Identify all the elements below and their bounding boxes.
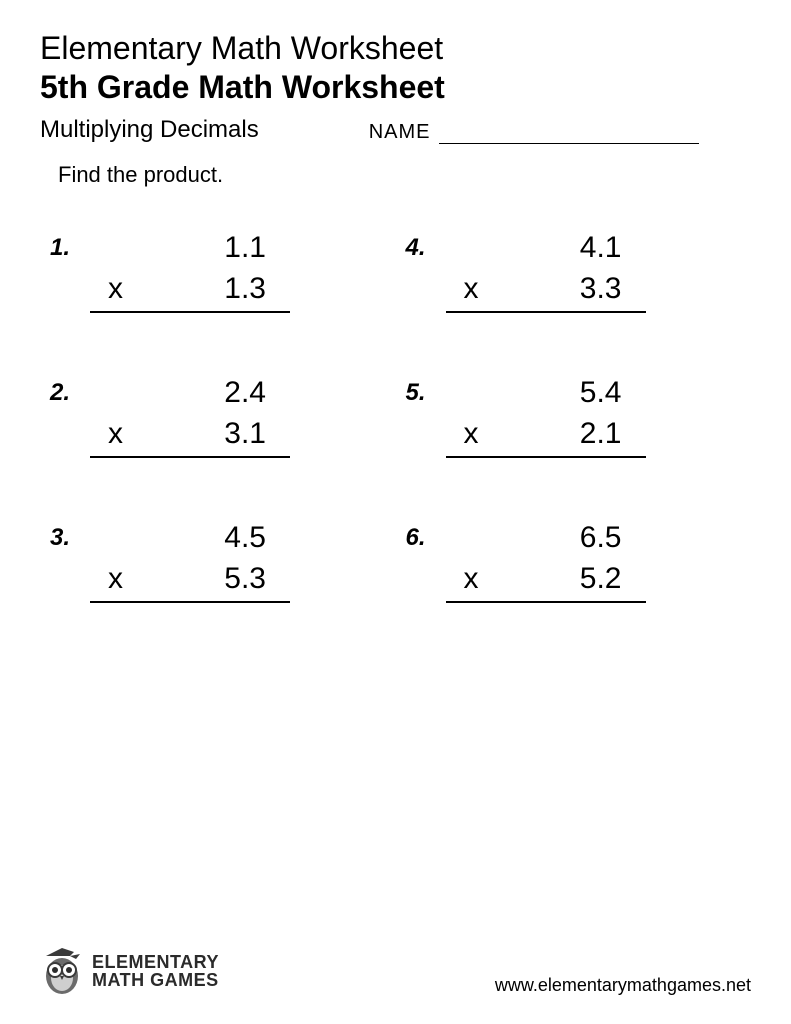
problem-number: 4.: [406, 228, 446, 262]
problem-math: 5.4 x 2.1: [446, 373, 646, 458]
multiplicand: 4.1: [446, 228, 646, 269]
multiplier: 1.3: [224, 272, 266, 305]
times-icon: x: [464, 269, 479, 310]
times-icon: x: [464, 414, 479, 455]
multiplier-row: x 1.3: [90, 269, 290, 314]
multiplier: 5.2: [580, 562, 622, 595]
page-supertitle: Elementary Math Worksheet: [40, 30, 751, 67]
multiplicand: 6.5: [446, 518, 646, 559]
problem-number: 3.: [50, 518, 90, 552]
times-icon: x: [108, 414, 123, 455]
page-title: 5th Grade Math Worksheet: [40, 69, 751, 106]
multiplier-row: x 5.2: [446, 559, 646, 604]
problem-1: 1. 1.1 x 1.3: [50, 228, 366, 313]
problem-math: 2.4 x 3.1: [90, 373, 290, 458]
problem-3: 3. 4.5 x 5.3: [50, 518, 366, 603]
problem-math: 1.1 x 1.3: [90, 228, 290, 313]
problem-math: 6.5 x 5.2: [446, 518, 646, 603]
multiplier: 3.3: [580, 272, 622, 305]
multiplier-row: x 3.1: [90, 414, 290, 459]
times-icon: x: [108, 559, 123, 600]
problem-number: 1.: [50, 228, 90, 262]
owl-icon: [40, 946, 84, 996]
problem-4: 4. 4.1 x 3.3: [406, 228, 722, 313]
multiplier: 3.1: [224, 417, 266, 450]
multiplicand: 2.4: [90, 373, 290, 414]
problem-2: 2. 2.4 x 3.1: [50, 373, 366, 458]
problem-number: 5.: [406, 373, 446, 407]
subtitle-row: Multiplying Decimals NAME: [40, 116, 751, 144]
problem-5: 5. 5.4 x 2.1: [406, 373, 722, 458]
instruction-text: Find the product.: [58, 162, 751, 188]
problem-math: 4.1 x 3.3: [446, 228, 646, 313]
footer-url: www.elementarymathgames.net: [495, 975, 751, 996]
multiplicand: 5.4: [446, 373, 646, 414]
page-footer: ELEMENTARY MATH GAMES www.elementarymath…: [40, 946, 751, 996]
problems-grid: 1. 1.1 x 1.3 2. 2.4 x 3.1 3. 4.5 x 5.3: [40, 198, 751, 603]
multiplier-row: x 2.1: [446, 414, 646, 459]
brand-text: ELEMENTARY MATH GAMES: [92, 953, 219, 989]
multiplier-row: x 5.3: [90, 559, 290, 604]
brand-logo: ELEMENTARY MATH GAMES: [40, 946, 219, 996]
name-label: NAME: [369, 121, 431, 144]
multiplicand: 4.5: [90, 518, 290, 559]
multiplier: 2.1: [580, 417, 622, 450]
worksheet-topic: Multiplying Decimals: [40, 116, 259, 144]
multiplier: 5.3: [224, 562, 266, 595]
brand-line2: MATH GAMES: [92, 971, 219, 989]
times-icon: x: [464, 559, 479, 600]
problem-6: 6. 6.5 x 5.2: [406, 518, 722, 603]
problem-math: 4.5 x 5.3: [90, 518, 290, 603]
problem-number: 6.: [406, 518, 446, 552]
multiplicand: 1.1: [90, 228, 290, 269]
problem-number: 2.: [50, 373, 90, 407]
times-icon: x: [108, 269, 123, 310]
multiplier-row: x 3.3: [446, 269, 646, 314]
name-blank-line: [439, 124, 699, 144]
brand-line1: ELEMENTARY: [92, 953, 219, 971]
